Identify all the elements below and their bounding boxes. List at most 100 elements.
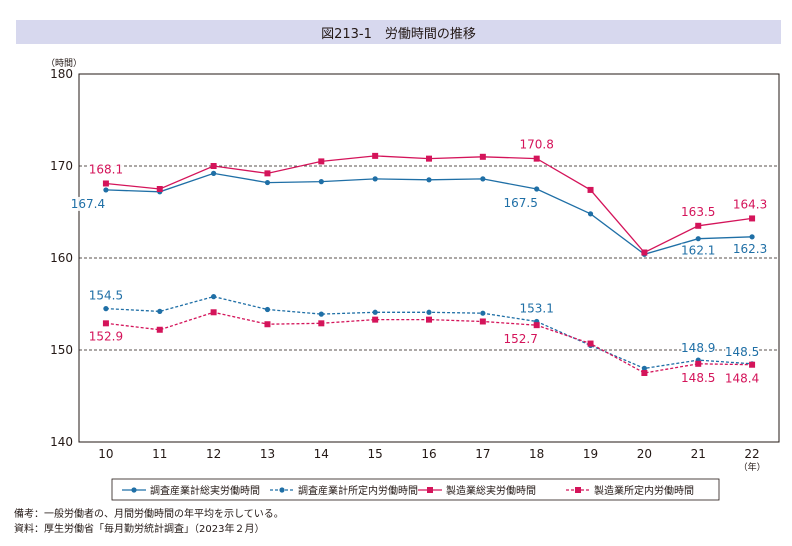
point-s3-5 [372, 316, 379, 323]
x-tick-label-17: 17 [475, 447, 490, 461]
data-label-bg-4 [681, 204, 716, 219]
x-tick-label-12: 12 [206, 447, 221, 461]
data-label-4: 163.5 [681, 205, 715, 219]
point-s3-9 [587, 340, 594, 347]
point-s0-8 [534, 186, 540, 192]
data-label-3: 167.5 [504, 196, 538, 210]
point-s2-1 [156, 186, 163, 192]
legend-marker-2 [427, 487, 433, 493]
point-s2-5 [372, 152, 379, 159]
point-s0-7 [480, 176, 486, 182]
data-label-9: 152.9 [89, 329, 123, 343]
data-label-13: 148.5 [725, 345, 759, 359]
point-s3-11 [695, 360, 702, 367]
y-tick-label-140: 140 [50, 435, 73, 449]
legend-box [111, 478, 720, 501]
point-s1-0 [103, 306, 109, 312]
x-tick-label-16: 16 [421, 447, 436, 461]
figure-notes: 備考：一般労働者の、月間労働時間の年平均を示している。 資料：厚生労働省「毎月勤… [14, 507, 284, 537]
legend-label-1: 調査産業計所定内労働時間 [298, 484, 418, 497]
legend-marker-0 [131, 487, 137, 493]
x-tick-label-18: 18 [529, 447, 544, 461]
point-s2-7 [479, 153, 486, 160]
data-label-bg-1 [70, 196, 105, 211]
legend-marker-1 [279, 487, 285, 493]
data-label-2: 170.8 [520, 138, 554, 152]
data-label-bg-2 [519, 137, 554, 152]
legend-label-2: 製造業総実労働時間 [446, 484, 536, 497]
point-s3-1 [156, 326, 163, 333]
data-label-14: 148.5 [681, 371, 715, 385]
point-s3-0 [102, 320, 109, 327]
x-tick-label-20: 20 [637, 447, 652, 461]
point-s3-3 [264, 321, 271, 328]
point-s0-2 [211, 170, 217, 176]
data-label-bg-13 [725, 344, 760, 359]
data-label-7: 162.3 [733, 242, 767, 256]
point-s0-9 [587, 211, 594, 217]
data-label-bg-10 [519, 301, 554, 316]
x-tick-label-21: 21 [691, 447, 706, 461]
data-label-bg-15 [725, 371, 760, 386]
data-label-15: 148.4 [725, 372, 759, 386]
y-axis-unit: （時間） [46, 58, 82, 69]
chart-title: 図213-1 労働時間の推移 [16, 20, 781, 44]
legend-label-0: 調査産業計総実労働時間 [150, 484, 260, 497]
y-tick-label-160: 160 [50, 251, 73, 265]
data-label-1: 167.4 [71, 197, 105, 211]
data-label-bg-8 [88, 288, 123, 303]
x-tick-label-22: 22 [744, 447, 759, 461]
legend-label-3: 製造業所定内労働時間 [594, 484, 694, 497]
data-label-bg-12 [681, 341, 716, 356]
point-s0-11 [695, 236, 701, 242]
x-tick-label-13: 13 [260, 447, 275, 461]
x-tick-label-10: 10 [98, 447, 113, 461]
point-s3-4 [318, 320, 325, 327]
point-s0-6 [426, 177, 432, 183]
point-s3-12 [749, 361, 756, 368]
point-s2-3 [264, 170, 271, 177]
point-s1-10 [641, 365, 647, 371]
data-label-8: 154.5 [89, 289, 123, 303]
x-tick-label-15: 15 [368, 447, 383, 461]
point-s1-2 [211, 294, 217, 300]
point-s3-2 [210, 309, 217, 316]
data-label-0: 168.1 [89, 162, 123, 176]
point-s0-3 [264, 179, 271, 186]
data-label-6: 162.1 [681, 244, 715, 258]
point-s2-0 [102, 180, 109, 187]
point-s2-12 [749, 215, 756, 222]
x-tick-label-14: 14 [314, 447, 329, 461]
point-s1-1 [157, 308, 163, 314]
point-s1-3 [264, 306, 271, 313]
point-s2-8 [533, 155, 540, 162]
point-s2-4 [318, 158, 325, 165]
point-s1-7 [480, 310, 486, 316]
data-label-bg-3 [503, 196, 538, 210]
data-label-bg-0 [88, 162, 123, 177]
point-s0-0 [103, 187, 109, 193]
note-remarks: 備考：一般労働者の、月間労働時間の年平均を示している。 [14, 509, 284, 520]
y-tick-label-150: 150 [50, 343, 73, 357]
data-label-5: 164.3 [733, 197, 767, 211]
point-s1-4 [318, 311, 324, 317]
data-label-bg-11 [503, 332, 538, 347]
point-s0-12 [749, 234, 755, 240]
point-s2-6 [426, 155, 432, 162]
data-label-11: 152.7 [504, 332, 538, 346]
note-source: 資料：厚生労働省「毎月勤労統計調査」（2023年２月） [14, 524, 265, 535]
data-label-12: 148.9 [681, 341, 715, 355]
y-tick-label-170: 170 [50, 159, 73, 173]
point-s0-5 [372, 176, 378, 182]
data-label-bg-6 [681, 243, 716, 258]
y-tick-label-180: 180 [50, 67, 73, 81]
point-s3-10 [641, 370, 648, 376]
point-s2-2 [210, 163, 217, 169]
point-s1-5 [372, 309, 378, 315]
x-axis-unit: （年） [739, 461, 766, 473]
point-s2-10 [641, 249, 648, 256]
point-s2-9 [587, 186, 594, 193]
data-label-bg-7 [733, 241, 768, 256]
point-s3-6 [426, 316, 432, 323]
data-label-bg-14 [681, 370, 716, 385]
